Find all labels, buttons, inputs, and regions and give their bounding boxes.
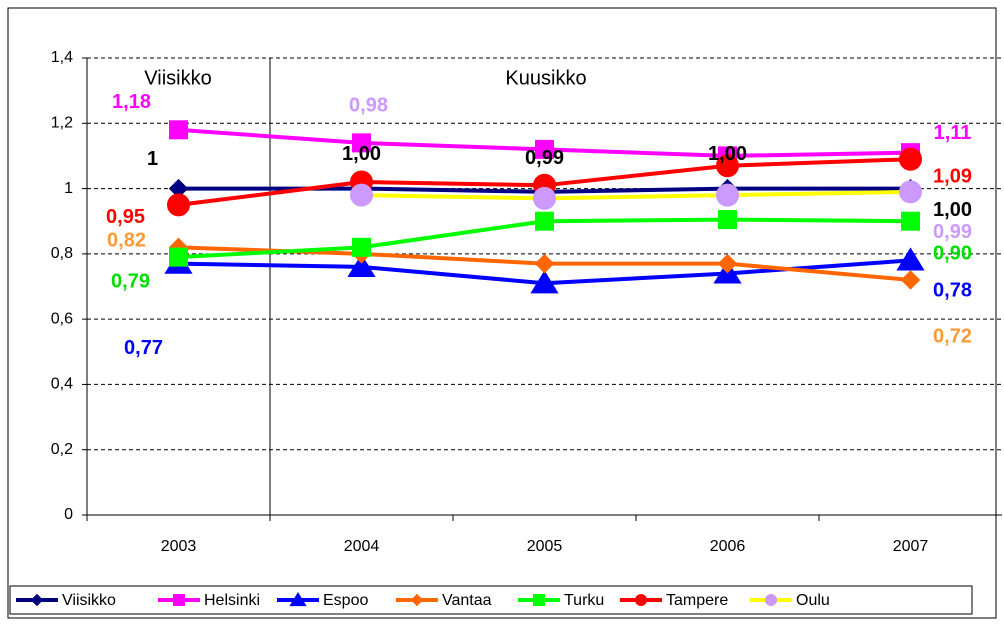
series-line xyxy=(361,189,911,201)
data-point xyxy=(535,139,554,159)
data-label: 0,98 xyxy=(349,94,388,116)
data-point xyxy=(901,211,920,231)
legend-label: Tampere xyxy=(666,592,728,609)
data-label: 0,79 xyxy=(111,270,150,292)
data-point xyxy=(716,154,739,178)
chart-border xyxy=(7,7,997,619)
legend-marker xyxy=(30,593,44,607)
x-tick-label: 2005 xyxy=(527,538,563,555)
data-label: 0,72 xyxy=(933,325,972,347)
legend-marker xyxy=(173,594,185,606)
data-point xyxy=(169,120,188,140)
data-label: 1,11 xyxy=(934,122,972,144)
y-tick-label: 1 xyxy=(64,180,73,197)
legend-marker xyxy=(635,594,647,606)
y-tick-label: 0,6 xyxy=(51,310,73,327)
data-point xyxy=(717,253,738,274)
data-label: 1 xyxy=(147,148,158,170)
legend-marker xyxy=(410,593,424,607)
data-label: 0,99 xyxy=(933,221,972,243)
legend-marker xyxy=(289,592,307,607)
data-point xyxy=(718,210,737,230)
data-label: 0,77 xyxy=(124,337,163,359)
x-tick-label: 2007 xyxy=(893,538,929,555)
x-tick-label: 2006 xyxy=(710,538,746,555)
data-point xyxy=(899,180,922,204)
data-point xyxy=(900,270,921,290)
data-label: 1,09 xyxy=(933,165,972,187)
data-point xyxy=(533,186,556,210)
legend-marker xyxy=(765,594,777,606)
data-point xyxy=(896,247,925,271)
legend-label: Turku xyxy=(564,592,604,609)
legend-marker xyxy=(533,594,545,606)
data-point xyxy=(534,253,555,274)
data-label: 1,00 xyxy=(708,143,747,165)
annotation: Kuusikko xyxy=(505,67,586,89)
data-point xyxy=(530,270,559,294)
x-tick-label: 2003 xyxy=(161,538,197,555)
legend-label: Helsinki xyxy=(204,592,260,609)
y-tick-label: 1,4 xyxy=(51,49,73,66)
data-point xyxy=(167,193,190,217)
x-tick-label: 2004 xyxy=(344,538,380,555)
data-point xyxy=(535,211,554,231)
legend-label: Viisikko xyxy=(62,592,116,609)
data-point xyxy=(350,183,373,207)
y-tick-label: 1,2 xyxy=(51,115,73,132)
y-tick-label: 0 xyxy=(64,506,73,523)
legend-label: Espoo xyxy=(323,592,368,609)
data-point xyxy=(169,247,188,267)
legend-label: Oulu xyxy=(796,592,830,609)
data-point xyxy=(347,253,376,278)
data-label: 0,78 xyxy=(933,280,972,302)
data-point xyxy=(716,183,739,207)
legend-label: Vantaa xyxy=(442,592,492,609)
y-tick-label: 0,4 xyxy=(51,376,73,393)
data-label: 0,82 xyxy=(107,230,146,252)
data-label: 1,00 xyxy=(933,199,972,221)
data-label: 1,00 xyxy=(342,143,381,165)
annotation: Viisikko xyxy=(144,67,211,89)
data-point xyxy=(352,237,371,257)
data-point xyxy=(899,147,922,171)
data-label: 0,99 xyxy=(525,147,564,169)
y-tick-label: 0,2 xyxy=(51,441,73,458)
data-label: 0,90 xyxy=(933,242,972,264)
data-point xyxy=(352,133,371,153)
data-label: 1,18 xyxy=(112,91,151,113)
y-tick-label: 0,8 xyxy=(51,245,73,262)
data-label: 0,95 xyxy=(106,206,145,228)
